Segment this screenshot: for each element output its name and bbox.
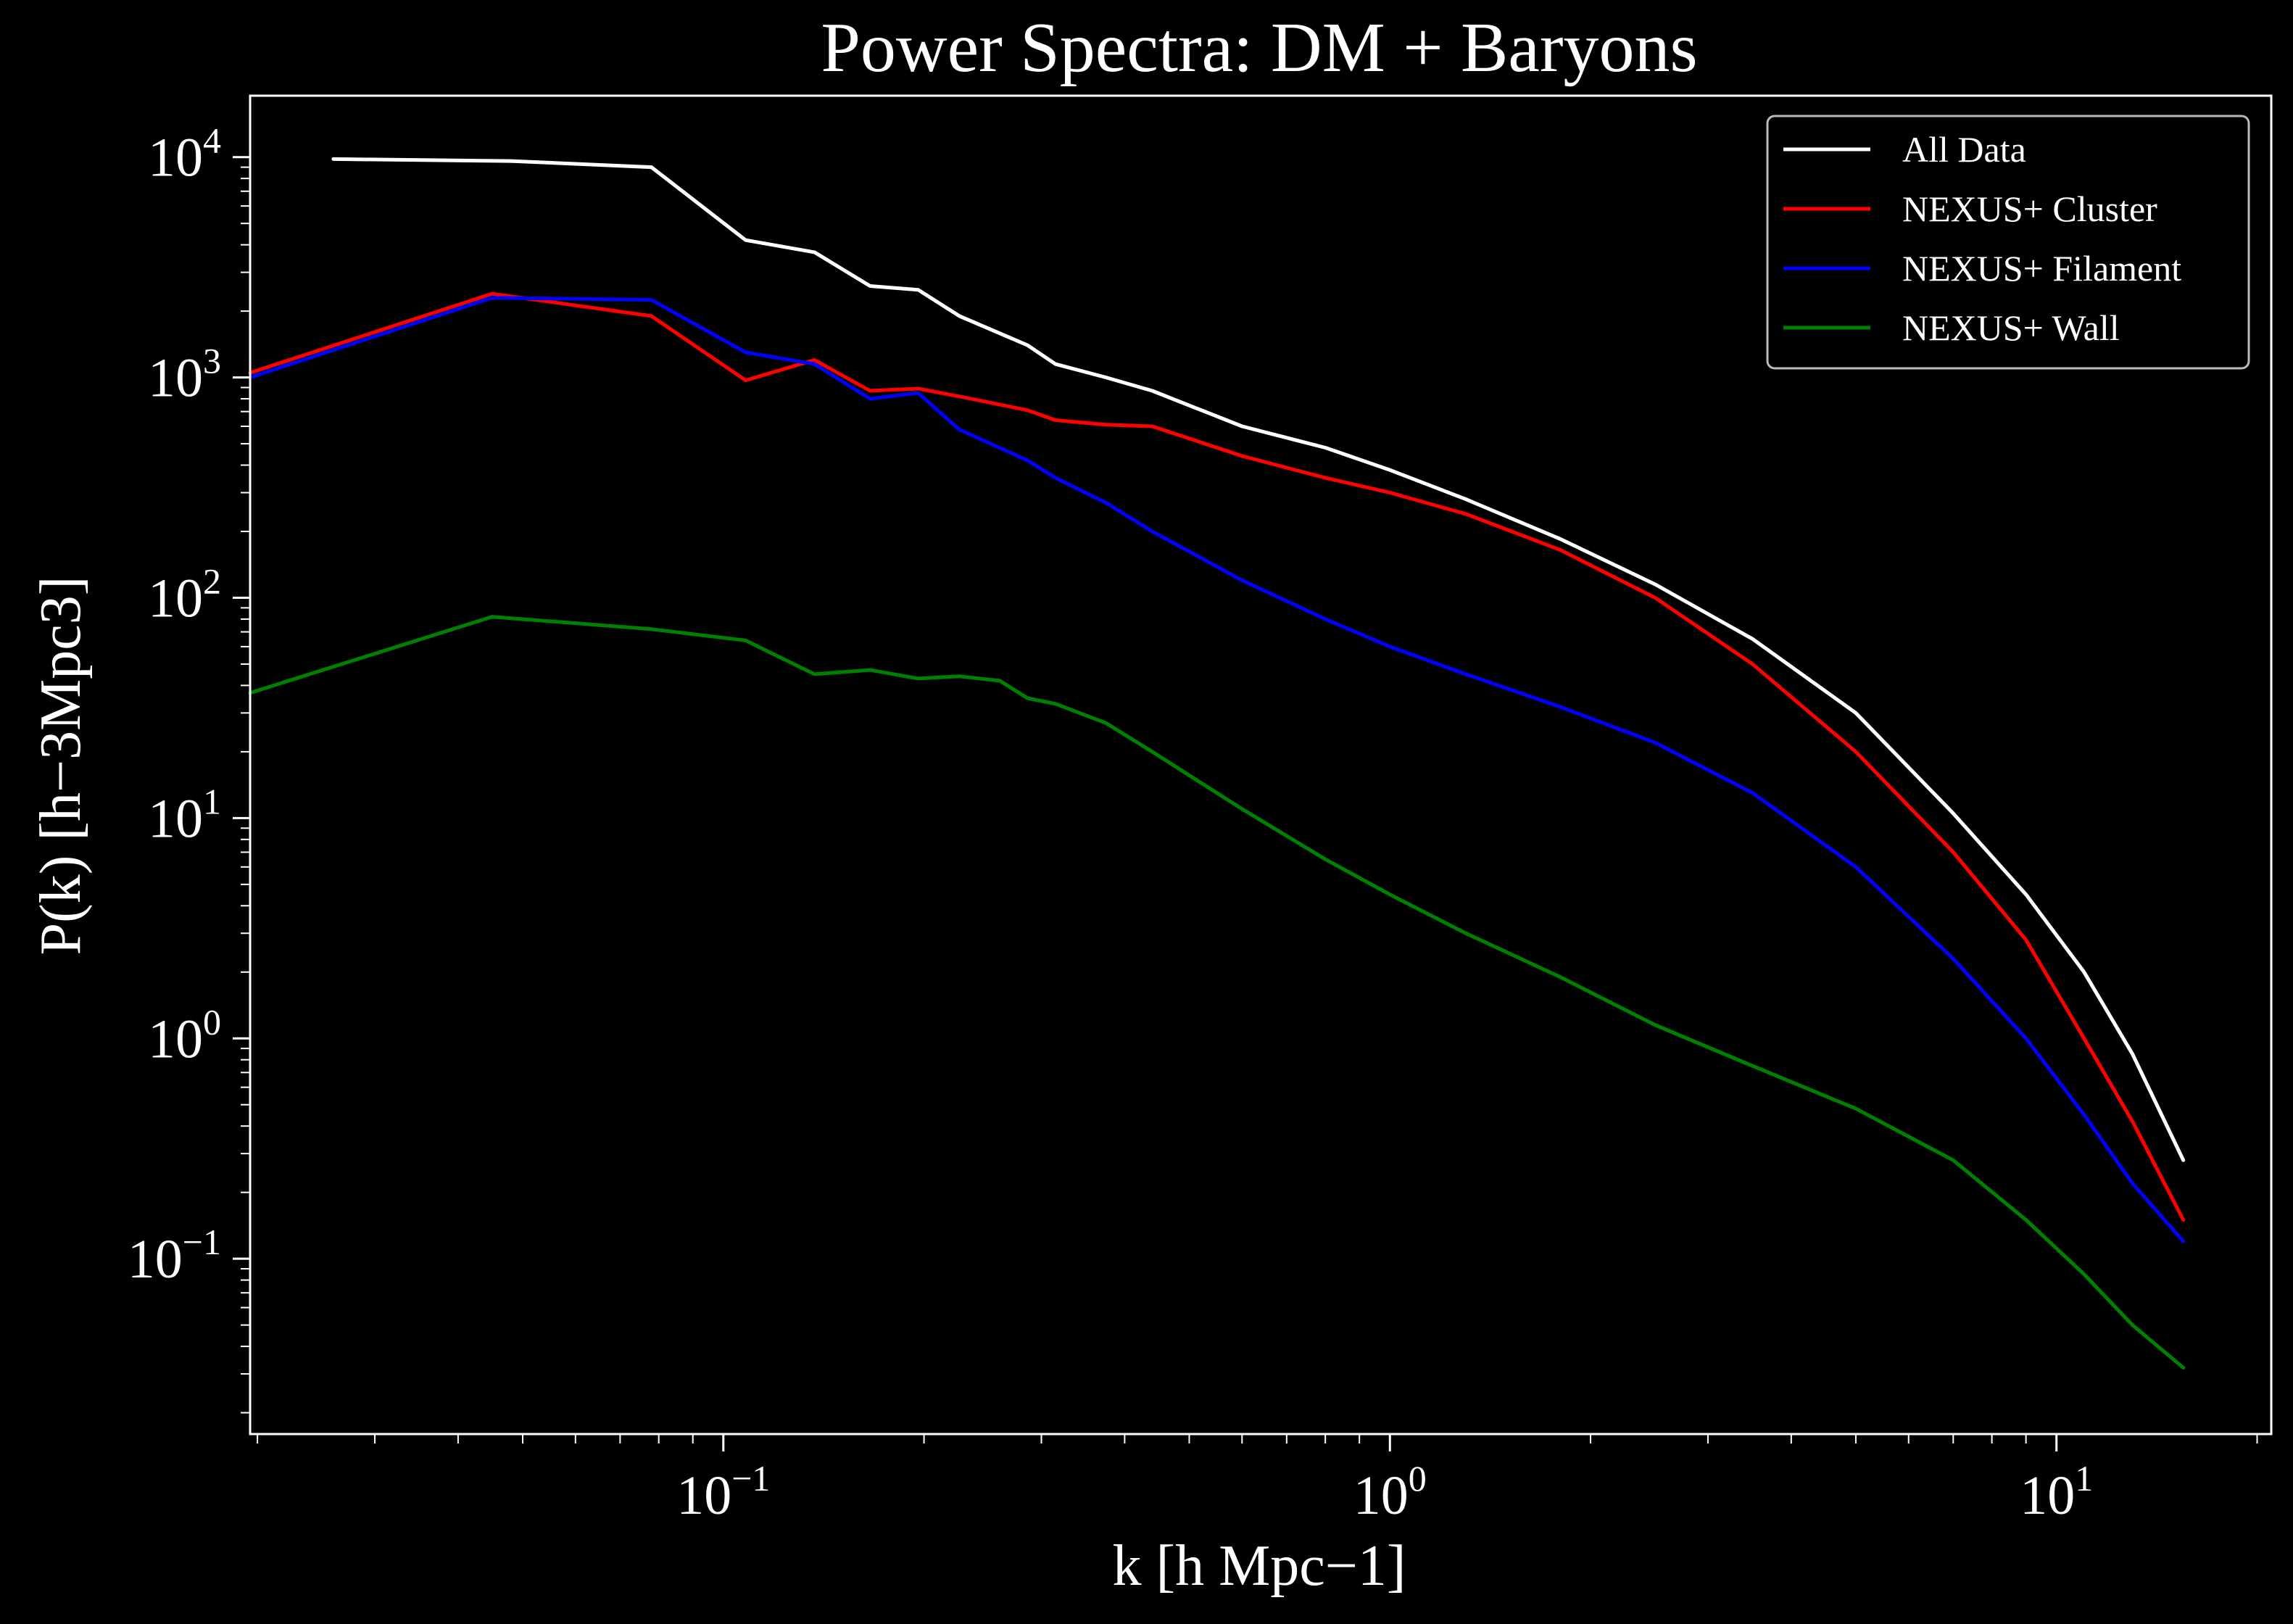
series-line-nexus-wall [248,615,2186,1370]
legend-label-nexus-wall: NEXUS+ Wall [1902,307,2120,348]
y-axis-ticks: 10−1 100 101 102 103 104 [128,120,250,1414]
y-tick-label: 10−1 [128,1222,221,1290]
x-axis-title: k [h Mpc−1] [1112,1534,1406,1598]
legend-label-all-data: All Data [1902,129,2026,170]
y-tick-label: 102 [148,560,221,629]
y-tick-label: 103 [148,341,221,409]
y-tick-label: 104 [148,120,221,188]
y-axis-title: P(k) [h−3Mpc3] [29,576,93,956]
legend: All Data NEXUS+ Cluster NEXUS+ Filament NEX… [1766,115,2250,370]
chart-title: Power Spectra: DM + Baryons [821,9,1697,87]
legend-label-nexus-cluster: NEXUS+ Cluster [1902,188,2157,229]
x-tick-label: 101 [2020,1458,2093,1526]
series-layer [248,157,2186,1370]
legend-box [1766,115,2250,370]
plot-frame [249,94,2273,1436]
y-tick-label: 100 [148,1001,221,1069]
series-line-nexus-cluster [248,291,2186,1222]
x-tick-label: 10−1 [676,1458,770,1526]
legend-label-nexus-filament: NEXUS+ Filament [1902,248,2181,289]
series-line-all-data [331,157,2186,1162]
x-axis-ticks: 10−1 100 101 [257,1434,2258,1526]
x-tick-label: 100 [1353,1458,1427,1526]
y-tick-label: 101 [148,781,221,849]
series-line-nexus-filament [248,296,2186,1243]
